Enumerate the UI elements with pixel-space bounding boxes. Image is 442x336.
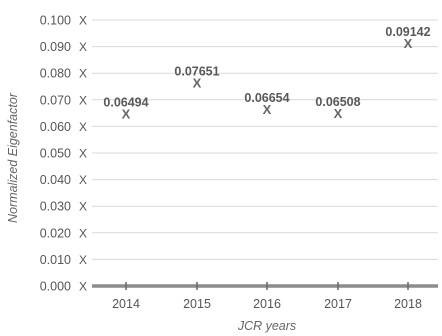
x-axis-label: JCR years <box>237 319 296 333</box>
data-label: 0.07651 <box>174 64 219 78</box>
data-markers: X X X X X <box>122 36 413 121</box>
data-label: 0.06654 <box>244 91 289 105</box>
data-point-marker: X <box>263 102 272 117</box>
data-point-marker: X <box>122 106 131 121</box>
data-point-marker: X <box>193 75 202 90</box>
x-tick-label: 2018 <box>394 297 422 311</box>
gridlines <box>92 19 438 260</box>
x-tick-label: 2014 <box>112 297 140 311</box>
y-tick-mark: X <box>79 40 87 54</box>
y-tick-label: 0.020 <box>40 226 71 240</box>
x-tick-label: 2016 <box>253 297 281 311</box>
y-tick-label: 0.060 <box>40 120 71 134</box>
y-tick-label: 0.050 <box>40 147 71 161</box>
data-point-marker: X <box>404 36 413 51</box>
x-tick-label: 2017 <box>324 297 352 311</box>
y-axis-ticks: 0.000 X 0.010 X 0.020 X 0.030 X 0.040 X 0.050 X 0.06… <box>40 14 87 294</box>
data-labels: 0.06494 0.07651 0.06654 0.06508 0.09142 <box>103 25 430 109</box>
y-tick-mark: X <box>79 280 87 294</box>
y-tick-mark: X <box>79 67 87 81</box>
data-point-marker: X <box>334 106 343 121</box>
y-tick-label: 0.100 <box>40 14 71 28</box>
y-tick-mark: X <box>79 173 87 187</box>
y-tick-mark: X <box>79 120 87 134</box>
data-label: 0.06494 <box>103 95 148 109</box>
y-tick-mark: X <box>79 147 87 161</box>
y-tick-label: 0.040 <box>40 173 71 187</box>
x-axis-ticks: 2014 2015 2016 2017 2018 <box>112 282 422 311</box>
y-tick-label: 0.000 <box>40 280 71 294</box>
y-tick-mark: X <box>79 93 87 107</box>
y-tick-mark: X <box>79 200 87 214</box>
data-label: 0.06508 <box>315 95 360 109</box>
y-tick-label: 0.090 <box>40 40 71 54</box>
y-tick-label: 0.080 <box>40 67 71 81</box>
y-tick-label: 0.010 <box>40 253 71 267</box>
y-tick-mark: X <box>79 253 87 267</box>
data-label: 0.09142 <box>385 25 430 39</box>
y-tick-label: 0.070 <box>40 93 71 107</box>
x-tick-label: 2015 <box>183 297 211 311</box>
y-axis-label: Normalized Eigenfactor <box>6 92 20 223</box>
y-tick-mark: X <box>79 14 87 28</box>
y-tick-label: 0.030 <box>40 200 71 214</box>
y-tick-mark: X <box>79 226 87 240</box>
